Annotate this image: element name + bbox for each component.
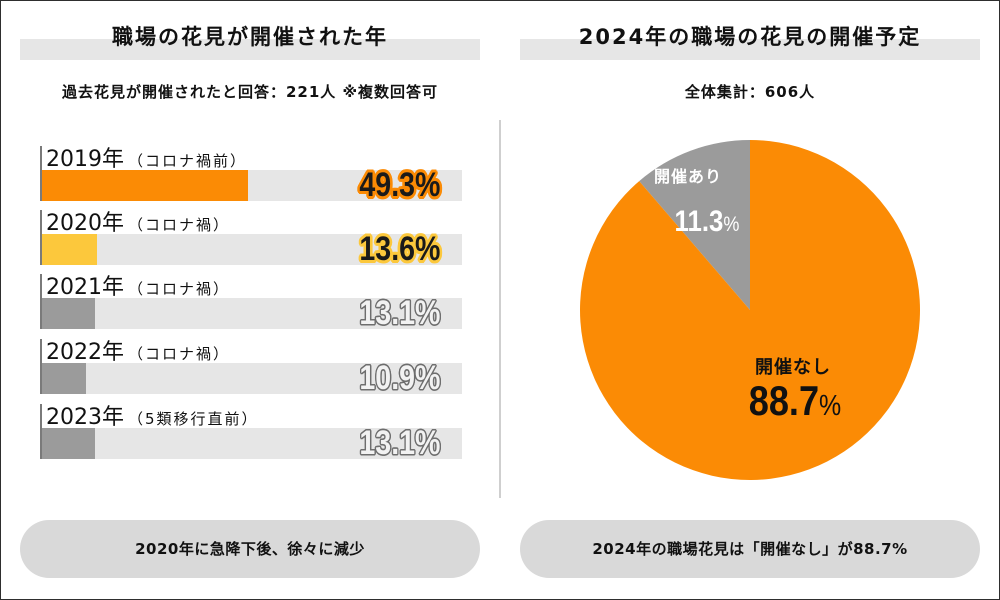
category-year: 2022年: [46, 340, 124, 365]
bar-row-2020: 2020年 （コロナ禍） 13.6%: [40, 210, 462, 267]
value-label: 49.3%: [359, 167, 440, 203]
row-marker-line: [40, 339, 42, 394]
category-year: 2020年: [46, 211, 124, 236]
pie-label-name: 開催なし: [755, 357, 831, 378]
bar-row-2021: 2021年 （コロナ禍） 13.1%: [40, 274, 462, 331]
row-marker-line: [40, 404, 42, 459]
pie-value-unit: %: [819, 390, 842, 422]
category-label: 2020年 （コロナ禍）: [46, 211, 230, 238]
bar-2022: [40, 363, 86, 394]
bar-2021: [40, 298, 96, 329]
value-label: 13.6%: [359, 231, 440, 267]
right-summary-pill: 2024年の職場花見は「開催なし」が88.7%: [520, 520, 980, 578]
value-label: 10.9%: [359, 360, 440, 396]
pie-value-number: 88.7: [748, 377, 820, 424]
category-label: 2023年 （5類移行直前）: [46, 405, 259, 432]
category-year: 2021年: [46, 275, 124, 300]
value-unit: %: [414, 359, 440, 397]
pie-value-unit: %: [723, 213, 740, 236]
row-marker-line: [40, 146, 42, 201]
value-number: 13.1: [359, 424, 415, 462]
right-title-band: [520, 39, 980, 60]
bar-chart-title: 職場の花見が開催された年: [112, 25, 388, 49]
bar-2020: [40, 234, 98, 265]
category-label: 2021年 （コロナ禍）: [46, 275, 230, 302]
category-year: 2019年: [46, 147, 124, 172]
bar-track: [40, 428, 462, 459]
panel-divider: [499, 120, 501, 498]
category-note: （コロナ禍）: [128, 216, 231, 234]
category-note: （コロナ禍）: [128, 345, 231, 363]
pie-label-name: 開催あり: [653, 167, 722, 186]
value-unit: %: [414, 230, 440, 268]
bar-row-2023: 2023年 （5類移行直前） 13.1%: [40, 404, 462, 461]
bar-row-2019: 2019年 （コロナ禍前） 49.3%: [40, 146, 462, 203]
pie-value-number: 11.3: [674, 205, 724, 238]
bar-2019: [40, 170, 249, 201]
left-summary-pill: 2020年に急降下後、徐々に減少: [20, 520, 480, 578]
value-unit: %: [414, 166, 440, 204]
value-unit: %: [414, 294, 440, 332]
value-number: 10.9: [359, 359, 415, 397]
bar-track: [40, 170, 462, 201]
pie-chart-title: 2024年の職場の花見の開催予定: [578, 25, 922, 49]
value-label: 13.1%: [359, 295, 440, 331]
category-year: 2023年: [46, 405, 124, 430]
bar-2023: [40, 428, 96, 459]
bar-track: [40, 298, 462, 329]
bar-chart-subtitle: 過去花見が開催されたと回答：221人 ※複数回答可: [61, 83, 439, 101]
category-note: （5類移行直前）: [128, 410, 259, 428]
left-title-band: [20, 39, 480, 60]
pie-slice: [580, 140, 921, 480]
value-label: 13.1%: [359, 425, 440, 461]
category-label: 2022年 （コロナ禍）: [46, 340, 230, 367]
row-marker-line: [40, 210, 42, 265]
bar-track: [40, 363, 462, 394]
pie-label-value: 11.3%: [664, 203, 750, 246]
category-note: （コロナ禍）: [128, 280, 231, 298]
value-number: 13.1: [359, 294, 415, 332]
value-number: 49.3: [359, 166, 415, 204]
pie-label-value: 88.7%: [735, 377, 855, 435]
value-number: 13.6: [359, 230, 415, 268]
category-label: 2019年 （コロナ禍前）: [46, 147, 247, 174]
value-unit: %: [414, 424, 440, 462]
row-marker-line: [40, 274, 42, 329]
pie-chart: [580, 140, 921, 480]
category-note: （コロナ禍前）: [128, 152, 248, 170]
pie-chart-subtitle: 全体集計：606人: [684, 83, 816, 101]
pie-slice: [639, 140, 750, 310]
bar-row-2022: 2022年 （コロナ禍） 10.9%: [40, 339, 462, 396]
bar-track: [40, 234, 462, 265]
